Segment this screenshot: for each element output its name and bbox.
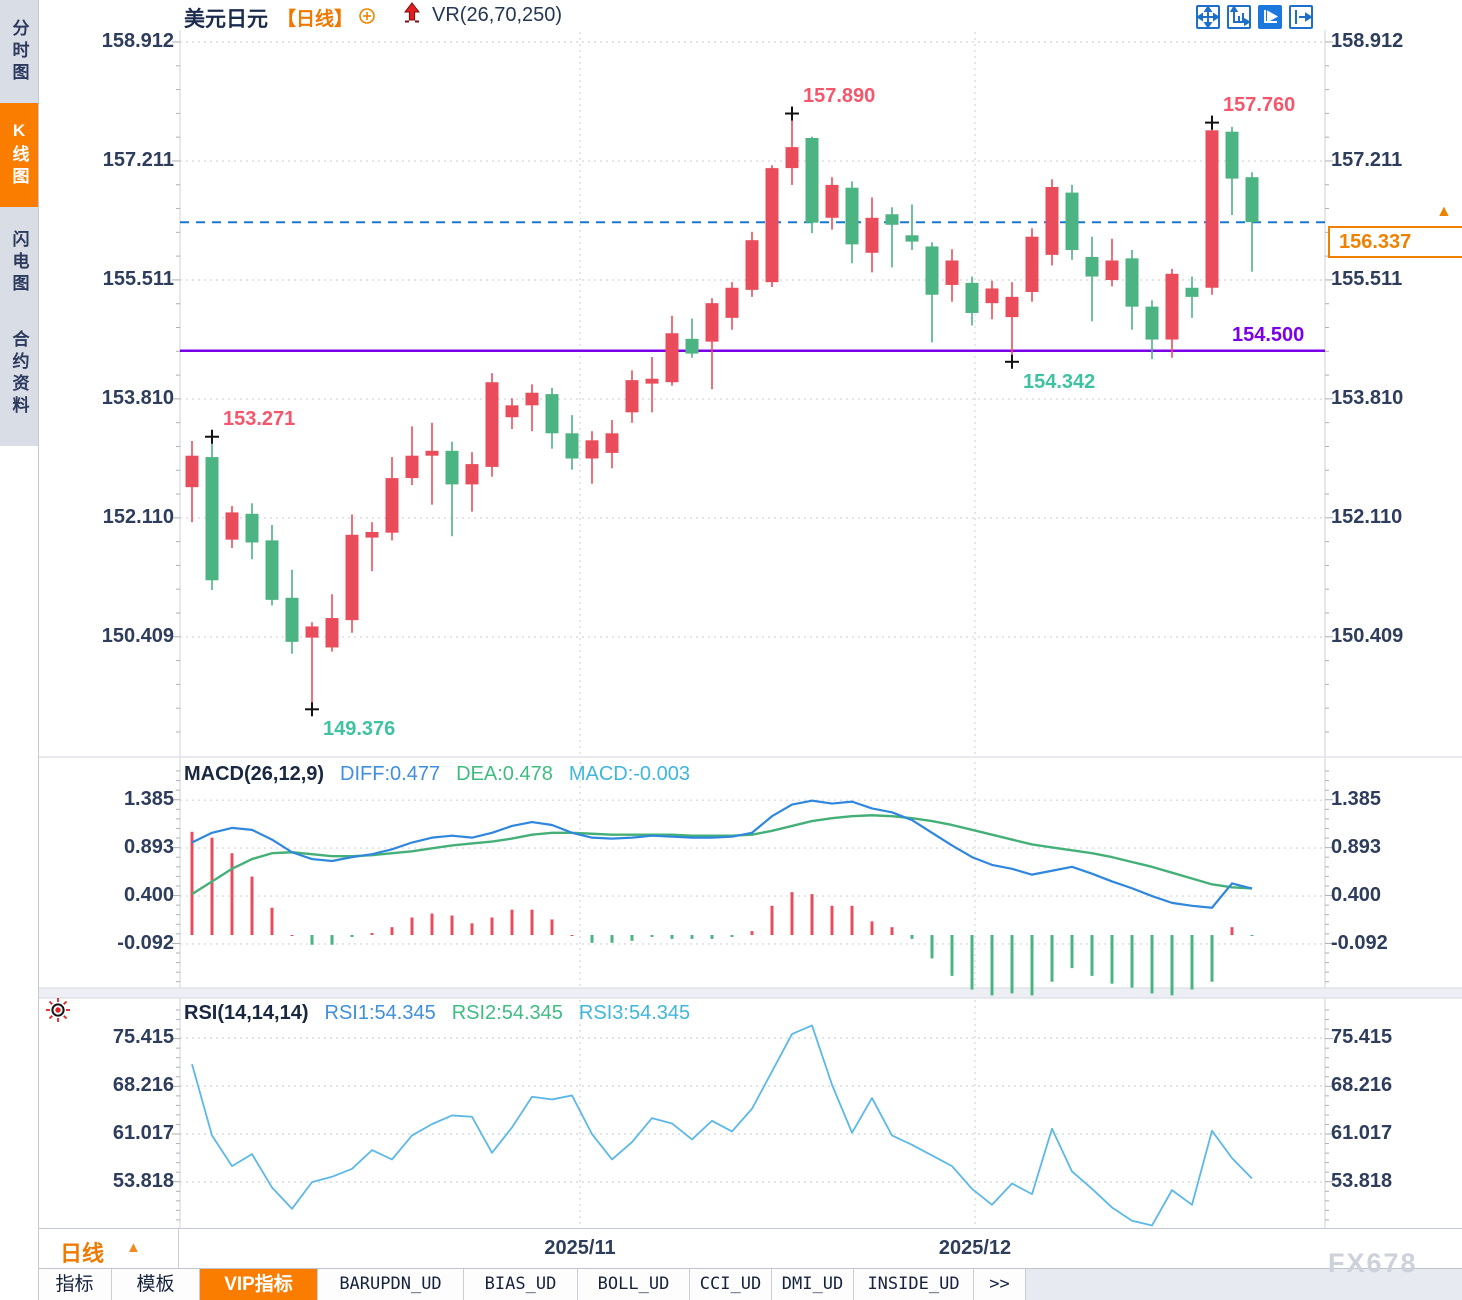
tab-vip[interactable]: VIP指标 <box>200 1269 318 1300</box>
tab-inside_ud[interactable]: INSIDE_UD <box>854 1269 974 1300</box>
vr-indicator-label: VR(26,70,250) <box>432 4 563 26</box>
period-tag[interactable]: 【日线】 <box>277 9 354 30</box>
tab-[interactable]: 模板 <box>112 1269 200 1300</box>
sidebar-item-time-chart[interactable]: 分时图 <box>0 6 38 97</box>
period-selector-label: 日线 <box>60 1241 105 1266</box>
period-selector[interactable]: 日线 ▲ <box>38 1229 179 1269</box>
x-axis-date-label: 2025/11 <box>544 1237 616 1259</box>
indicator-tab-bar: 指标 模板 VIP指标 BARUPDN_UD BIAS_UD BOLL_UD CCI_UD D… <box>38 1268 1462 1300</box>
chart-header: 美元日元 【日线】 VR(26,70,250) <box>0 0 1462 32</box>
macd-dea-value: DEA:0.478 <box>456 763 553 785</box>
macd-title: MACD(26,12,9) <box>184 763 325 785</box>
tab-bias_ud[interactable]: BIAS_UD <box>464 1269 578 1300</box>
crosshair-move-icon[interactable] <box>1196 5 1220 29</box>
tab-boll_ud[interactable]: BOLL_UD <box>578 1269 690 1300</box>
auto-scale-chart-icon[interactable] <box>1258 5 1282 29</box>
sidebar-item-contract-info[interactable]: 合约资料 <box>0 318 38 430</box>
tab-dmi_ud[interactable]: DMI_UD <box>772 1269 854 1300</box>
rsi1-value: RSI1:54.345 <box>324 1002 436 1024</box>
tab-cci_ud[interactable]: CCI_UD <box>690 1269 772 1300</box>
macd-macd-value: MACD:-0.003 <box>568 763 690 785</box>
current-price-box: 156.337 <box>1328 226 1462 258</box>
rsi-title: RSI(14,14,14) <box>184 1002 309 1024</box>
sidebar-item-kline-chart[interactable]: K线图 <box>0 103 38 207</box>
rsi-label-row: RSI(14,14,14) RSI1:54.345 RSI2:54.345 RS… <box>184 1002 690 1025</box>
tab->>[interactable]: >> <box>974 1269 1026 1300</box>
rsi2-value: RSI2:54.345 <box>451 1002 563 1024</box>
macd-diff-value: DIFF:0.477 <box>340 763 441 785</box>
red-up-arrow-icon <box>402 2 422 31</box>
x-axis-date-label: 2025/12 <box>938 1237 1012 1259</box>
time-axis-row: 日线 ▲ 2025/11 2025/12 <box>38 1228 1462 1269</box>
indicator-settings-sun-icon[interactable] <box>44 996 72 1029</box>
watermark: FX678 <box>1328 1248 1418 1278</box>
symbol-title: 美元日元 <box>184 8 268 31</box>
pan-to-latest-icon[interactable] <box>1289 5 1313 29</box>
macd-label-row: MACD(26,12,9) DIFF:0.477 DEA:0.478 MACD:… <box>184 763 690 786</box>
sidebar-item-flash-chart[interactable]: 闪电图 <box>0 215 38 310</box>
period-selector-arrow-icon: ▲ <box>126 1239 141 1256</box>
circle-plus-icon[interactable] <box>358 7 376 30</box>
price-up-arrow-icon: ▲ <box>1436 203 1452 220</box>
tab-[interactable]: 指标 <box>38 1269 112 1300</box>
tab-barupdn_ud[interactable]: BARUPDN_UD <box>318 1269 464 1300</box>
sidebar: 分时图 K线图闪电图合约资料 <box>0 0 39 1300</box>
axis-scale-icon[interactable] <box>1227 5 1251 29</box>
rsi3-value: RSI3:54.345 <box>578 1002 691 1024</box>
